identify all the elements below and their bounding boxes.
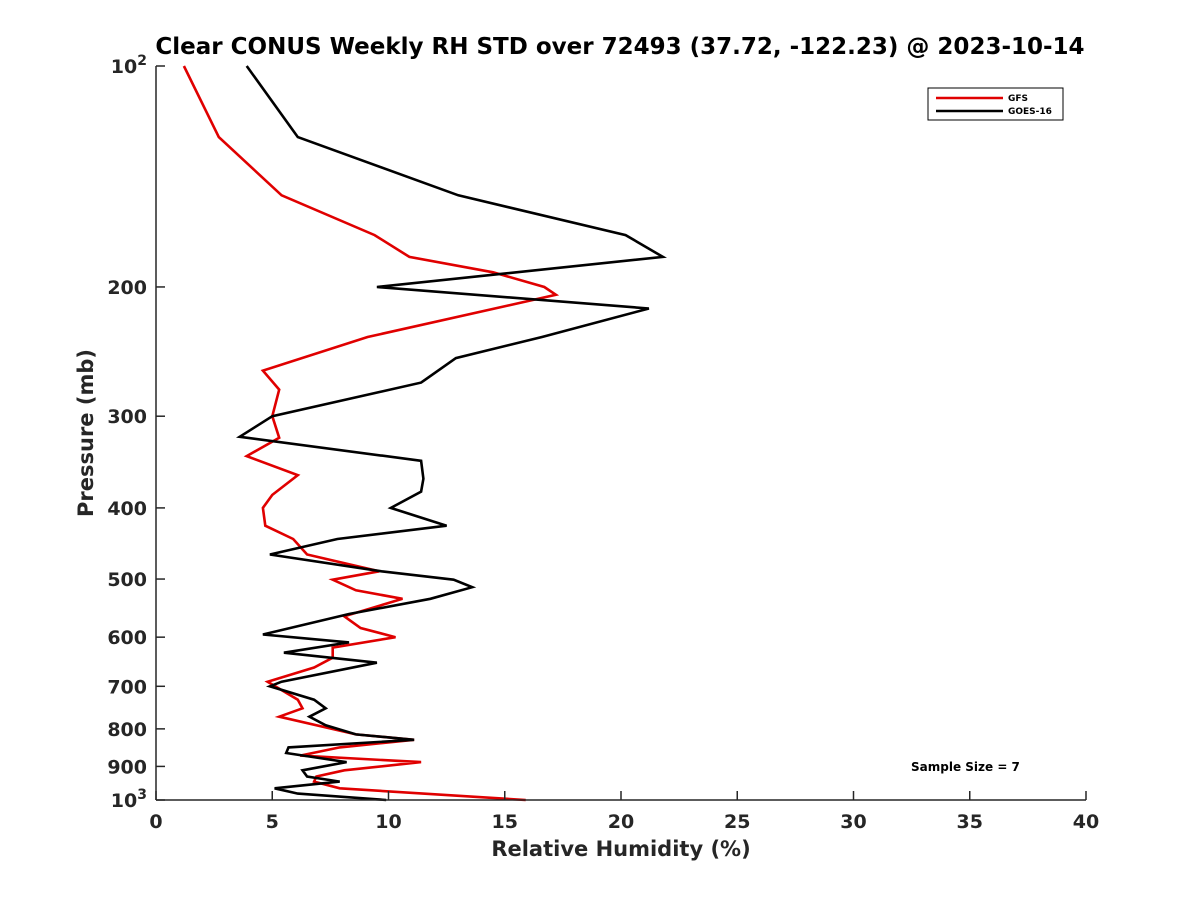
plot-area bbox=[182, 65, 667, 802]
y-tick-label: 102 bbox=[111, 53, 147, 78]
y-tick-label: 400 bbox=[107, 498, 147, 520]
y-tick-label: 200 bbox=[107, 277, 147, 299]
y-tick-label: 600 bbox=[107, 627, 147, 649]
series-line-goes16 bbox=[235, 65, 667, 802]
y-tick-label: 800 bbox=[107, 719, 147, 741]
y-tick-label-base: 10 bbox=[111, 790, 137, 812]
y-tick-label: 300 bbox=[107, 406, 147, 428]
legend-box bbox=[927, 87, 1064, 121]
y-tick-label: 900 bbox=[107, 756, 147, 778]
legend-label-goes16: GOES-16 bbox=[1008, 107, 1052, 117]
legend: GFS GOES-16 bbox=[927, 87, 1064, 121]
x-tick-label: 5 bbox=[266, 811, 279, 833]
y-tick-label: 103 bbox=[111, 787, 147, 812]
y-tick-label-base: 10 bbox=[111, 56, 137, 78]
x-tick-label: 40 bbox=[1073, 811, 1099, 833]
chart-title: Clear CONUS Weekly RH STD over 72493 (37… bbox=[155, 34, 1084, 60]
x-tick-label: 25 bbox=[724, 811, 750, 833]
legend-label-gfs: GFS bbox=[1008, 94, 1028, 104]
x-tick-label: 10 bbox=[375, 811, 401, 833]
y-tick-label-exponent: 2 bbox=[137, 53, 147, 69]
x-axis-ticks: 0 5 10 15 20 25 30 35 40 bbox=[149, 791, 1099, 833]
x-tick-label: 30 bbox=[840, 811, 866, 833]
x-tick-label: 15 bbox=[492, 811, 518, 833]
sample-size-annotation: Sample Size = 7 bbox=[911, 760, 1020, 774]
series-line-gfs bbox=[182, 65, 560, 802]
x-tick-label: 35 bbox=[957, 811, 983, 833]
x-axis-label: Relative Humidity (%) bbox=[491, 837, 750, 861]
y-tick-label: 500 bbox=[107, 569, 147, 591]
x-tick-label: 20 bbox=[608, 811, 634, 833]
y-tick-label-exponent: 3 bbox=[137, 787, 147, 803]
x-tick-label: 0 bbox=[149, 811, 162, 833]
y-axis-label: Pressure (mb) bbox=[74, 349, 98, 517]
y-tick-label: 700 bbox=[107, 676, 147, 698]
